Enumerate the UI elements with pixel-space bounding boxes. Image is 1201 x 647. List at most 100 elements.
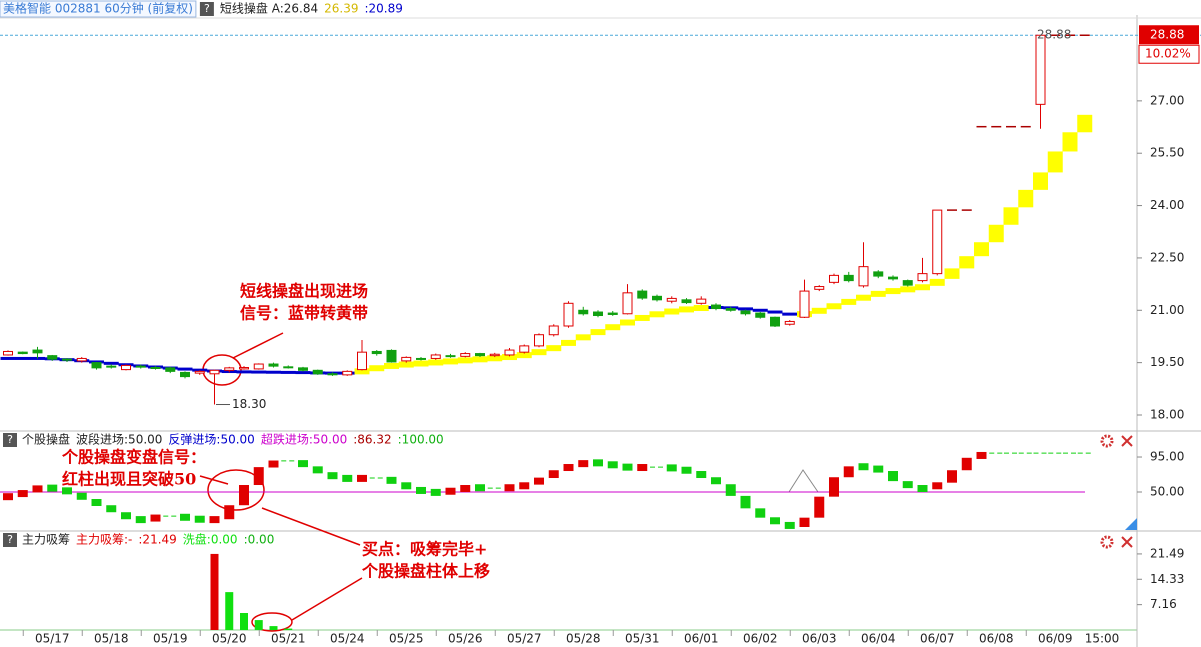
- candle-body: [593, 311, 603, 317]
- candle-body: [47, 355, 58, 360]
- candle-body: [209, 369, 220, 375]
- candle-body: [519, 345, 530, 353]
- step-block: [519, 482, 530, 490]
- annotation-pointer: [291, 577, 363, 621]
- step-block: [784, 521, 795, 529]
- bar: [269, 626, 278, 630]
- step-block: [932, 482, 943, 490]
- band-block: [487, 355, 503, 362]
- candle-body: [3, 350, 13, 356]
- step-block: [917, 485, 928, 493]
- band-block: [1062, 132, 1078, 152]
- help-icon: ?: [7, 533, 13, 546]
- y-tick-label: 7.16: [1150, 597, 1177, 611]
- y-tick-label: 21.00: [1150, 303, 1184, 317]
- step-block: [563, 464, 574, 472]
- legend-entry: :100.00: [398, 433, 444, 447]
- help-icon-box: [3, 433, 17, 447]
- chart-title: 美格智能 002881 60分钟 (前复权): [3, 1, 193, 16]
- candle-body: [386, 349, 397, 363]
- band-block: [1018, 189, 1034, 208]
- band-block: [826, 303, 842, 310]
- legend-entry: :0.00: [244, 533, 275, 547]
- candle-body: [666, 297, 677, 302]
- band-block: [280, 370, 296, 374]
- bar: [240, 613, 248, 630]
- band-block: [679, 306, 694, 313]
- x-tick-label: 05/20: [212, 632, 247, 646]
- step-block: [548, 470, 559, 479]
- step-block: [47, 484, 58, 492]
- candle-body: [239, 367, 249, 370]
- candle-body: [755, 312, 766, 318]
- x-tick-label: 06/07: [920, 632, 955, 646]
- candle-body: [475, 353, 485, 357]
- band-block: [1003, 207, 1019, 225]
- candle-body: [416, 357, 426, 360]
- legend-entry: :21.49: [138, 533, 176, 547]
- band-block: [885, 288, 901, 295]
- step-block: [135, 516, 146, 524]
- candle-body: [902, 280, 913, 286]
- panel-3-icons: [1100, 535, 1133, 549]
- candle-body: [622, 292, 633, 315]
- settings-icon[interactable]: [1100, 535, 1114, 549]
- close-icon[interactable]: [1121, 536, 1133, 548]
- help-icon-box: [3, 533, 17, 547]
- step-block: [312, 466, 323, 474]
- candle-body: [17, 351, 28, 355]
- candle-body: [357, 351, 367, 371]
- candle-body: [165, 367, 176, 372]
- band-block: [870, 290, 886, 297]
- band-block: [738, 307, 753, 311]
- y-tick-label: 50.00: [1150, 485, 1184, 499]
- legend-entry: 主力吸筹: [22, 533, 70, 547]
- annotation: 信号：蓝带转黄带: [240, 304, 368, 323]
- resize-handle[interactable]: [1125, 518, 1137, 530]
- y-tick-label: 19.50: [1150, 355, 1184, 369]
- help-icon: ?: [7, 433, 13, 446]
- candle-body: [76, 357, 87, 362]
- highlight-ellipse: [207, 469, 265, 511]
- candle-body: [548, 325, 559, 336]
- band-block: [1033, 172, 1048, 190]
- band-block: [649, 311, 665, 318]
- candle-body: [445, 355, 456, 358]
- legend-entry: 主力吸筹:-: [76, 533, 132, 547]
- x-tick-label: 06/09: [1038, 632, 1073, 646]
- candle-body: [711, 304, 721, 310]
- band-block: [1047, 151, 1063, 173]
- annotation: 个股操盘变盘信号：: [61, 448, 206, 467]
- candle-body: [888, 276, 898, 280]
- help-icon: ?: [204, 2, 210, 15]
- step-block: [843, 466, 854, 478]
- signal-marker: [788, 469, 819, 493]
- settings-icon[interactable]: [1100, 434, 1114, 448]
- candle-body: [578, 309, 589, 315]
- candle-body: [784, 320, 795, 325]
- band-block: [0, 356, 16, 360]
- step-block: [253, 467, 264, 486]
- step-block: [770, 517, 780, 525]
- band-block: [251, 370, 267, 374]
- step-block: [3, 493, 13, 501]
- band-block: [177, 367, 193, 371]
- band-block: [472, 356, 488, 363]
- step-block: [180, 513, 190, 521]
- band-block: [634, 314, 650, 321]
- candle-body: [401, 356, 412, 362]
- candle-body: [1035, 34, 1046, 105]
- step-block: [711, 477, 721, 485]
- step-block: [622, 463, 633, 471]
- step-block: [386, 476, 397, 484]
- legend-entry: 短线操盘 A:26.84: [220, 1, 318, 16]
- x-tick-label: 05/28: [566, 632, 601, 646]
- step-block: [76, 492, 87, 500]
- band-block: [502, 354, 517, 361]
- candle-body: [843, 274, 854, 282]
- candle-body: [253, 363, 264, 370]
- step-block: [194, 515, 205, 523]
- bar: [254, 620, 263, 630]
- band-block: [944, 268, 960, 279]
- close-icon[interactable]: [1121, 435, 1133, 447]
